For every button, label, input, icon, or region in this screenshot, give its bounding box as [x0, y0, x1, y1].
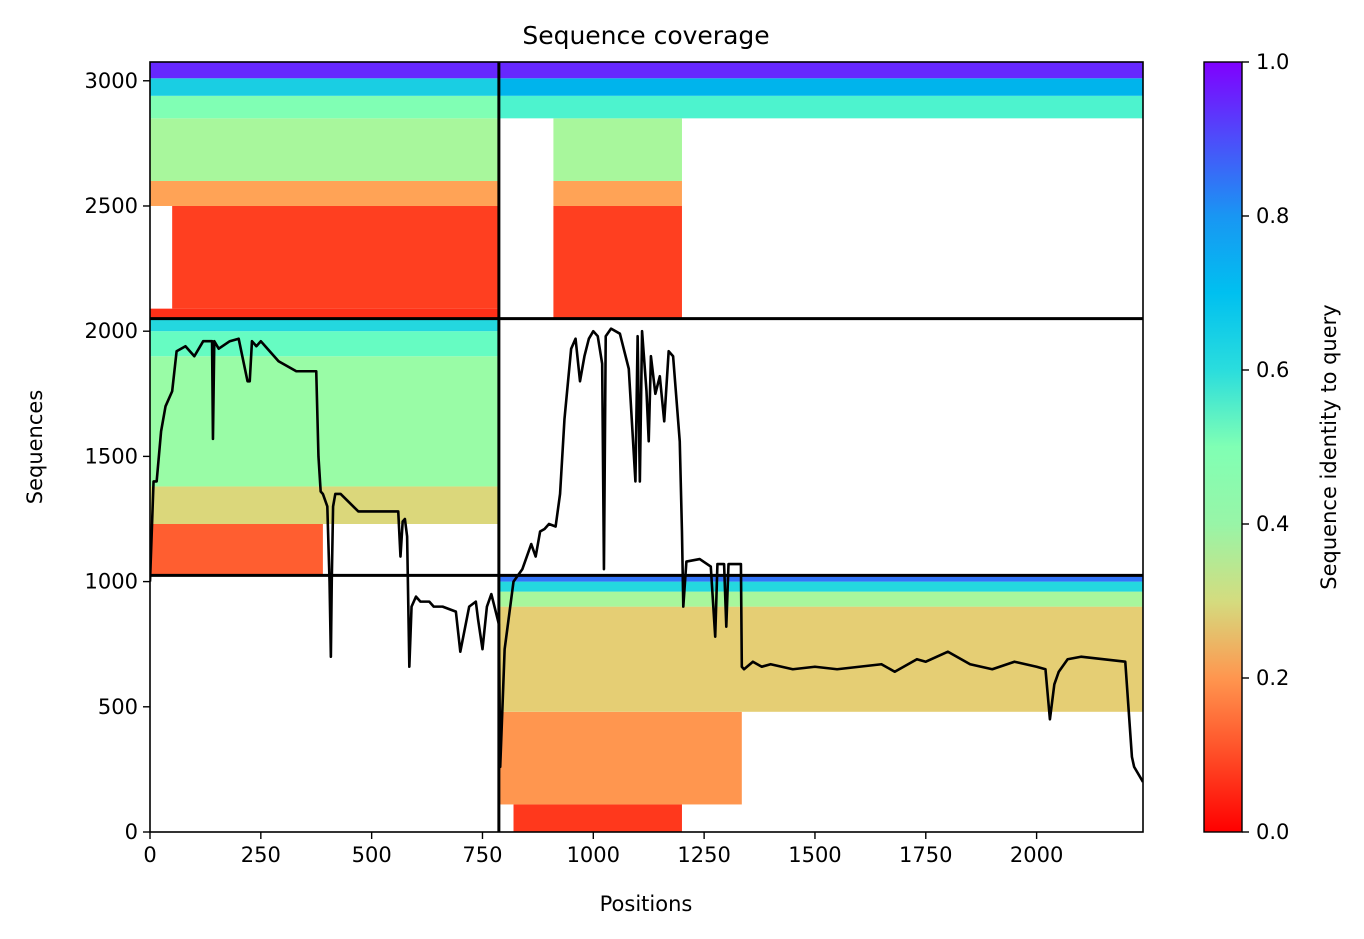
coverage-region-17: [150, 331, 499, 357]
colorbar-tick-label: 0.0: [1256, 820, 1289, 844]
x-tick-label: 500: [352, 843, 392, 867]
y-tick-label: 1000: [85, 570, 138, 594]
chart-title: Sequence coverage: [522, 21, 769, 50]
colorbar-gradient: [1203, 61, 1243, 833]
colorbar-tick-label: 0.8: [1256, 204, 1289, 228]
coverage-region-20: [498, 711, 742, 805]
coverage-region-19: [513, 804, 682, 832]
coverage-region-12: [498, 78, 1143, 96]
coverage-region-5: [150, 95, 499, 119]
coverage-region-21: [498, 606, 1143, 712]
coverage-region-24: [498, 575, 1143, 582]
y-tick-label: 0: [125, 820, 138, 844]
colorbar-tick-label: 1.0: [1256, 50, 1289, 74]
coverage-region-9: [553, 180, 682, 206]
colorbar-label: Sequence identity to query: [1317, 304, 1341, 589]
coverage-region-1: [150, 308, 499, 319]
x-axis-label: Positions: [600, 892, 693, 916]
y-axis-ticks: 0 500 1000 1500 2000 2500 3000: [85, 69, 150, 844]
y-tick-label: 2500: [85, 194, 138, 218]
coverage-region-13: [498, 62, 1143, 79]
coverage-region-11: [498, 95, 1143, 119]
colorbar-tick-label: 0.6: [1256, 358, 1289, 382]
colorbar: 0.0 0.2 0.4 0.6 0.8 1.0 Sequence identity to …: [1203, 50, 1341, 844]
coverage-line-layer: [150, 327, 1143, 783]
coverage-region-22: [498, 591, 1143, 607]
coverage-region-2: [172, 205, 499, 309]
coverage-region-10: [553, 118, 682, 181]
y-tick-label: 500: [98, 695, 138, 719]
coverage-region-8: [553, 205, 682, 319]
y-tick-label: 3000: [85, 69, 138, 93]
coverage-region-18: [150, 318, 499, 332]
coverage-region-4: [150, 118, 499, 181]
coverage-region-3: [150, 180, 499, 206]
colorbar-ticks: 0.0 0.2 0.4 0.6 0.8 1.0: [1242, 50, 1289, 844]
x-tick-label: 250: [241, 843, 281, 867]
x-tick-label: 1750: [899, 843, 952, 867]
x-tick-label: 2000: [1010, 843, 1063, 867]
coverage-region-6: [150, 78, 499, 96]
x-tick-label: 1500: [788, 843, 841, 867]
coverage-region-16: [150, 356, 499, 487]
x-tick-label: 1250: [677, 843, 730, 867]
y-axis-label: Sequences: [23, 390, 47, 505]
coverage-region-23: [498, 581, 1143, 592]
colorbar-tick-label: 0.4: [1256, 512, 1289, 536]
plot-frame: [149, 61, 1144, 833]
x-tick-label: 750: [462, 843, 502, 867]
x-axis-ticks: 0 250 500 750 1000 1250 1500 1750 2000: [143, 832, 1063, 867]
y-tick-label: 1500: [85, 444, 138, 468]
x-tick-label: 1000: [567, 843, 620, 867]
plot-area: [149, 61, 1144, 833]
colorbar-tick-label: 0.2: [1256, 666, 1289, 690]
y-tick-label: 2000: [85, 319, 138, 343]
x-tick-label: 0: [143, 843, 156, 867]
coverage-heatmap: [150, 62, 1143, 832]
coverage-region-7: [150, 62, 499, 79]
coverage-region-14: [150, 524, 323, 576]
coverage-region-15: [150, 486, 499, 524]
coverage-line-1: [150, 327, 1143, 783]
